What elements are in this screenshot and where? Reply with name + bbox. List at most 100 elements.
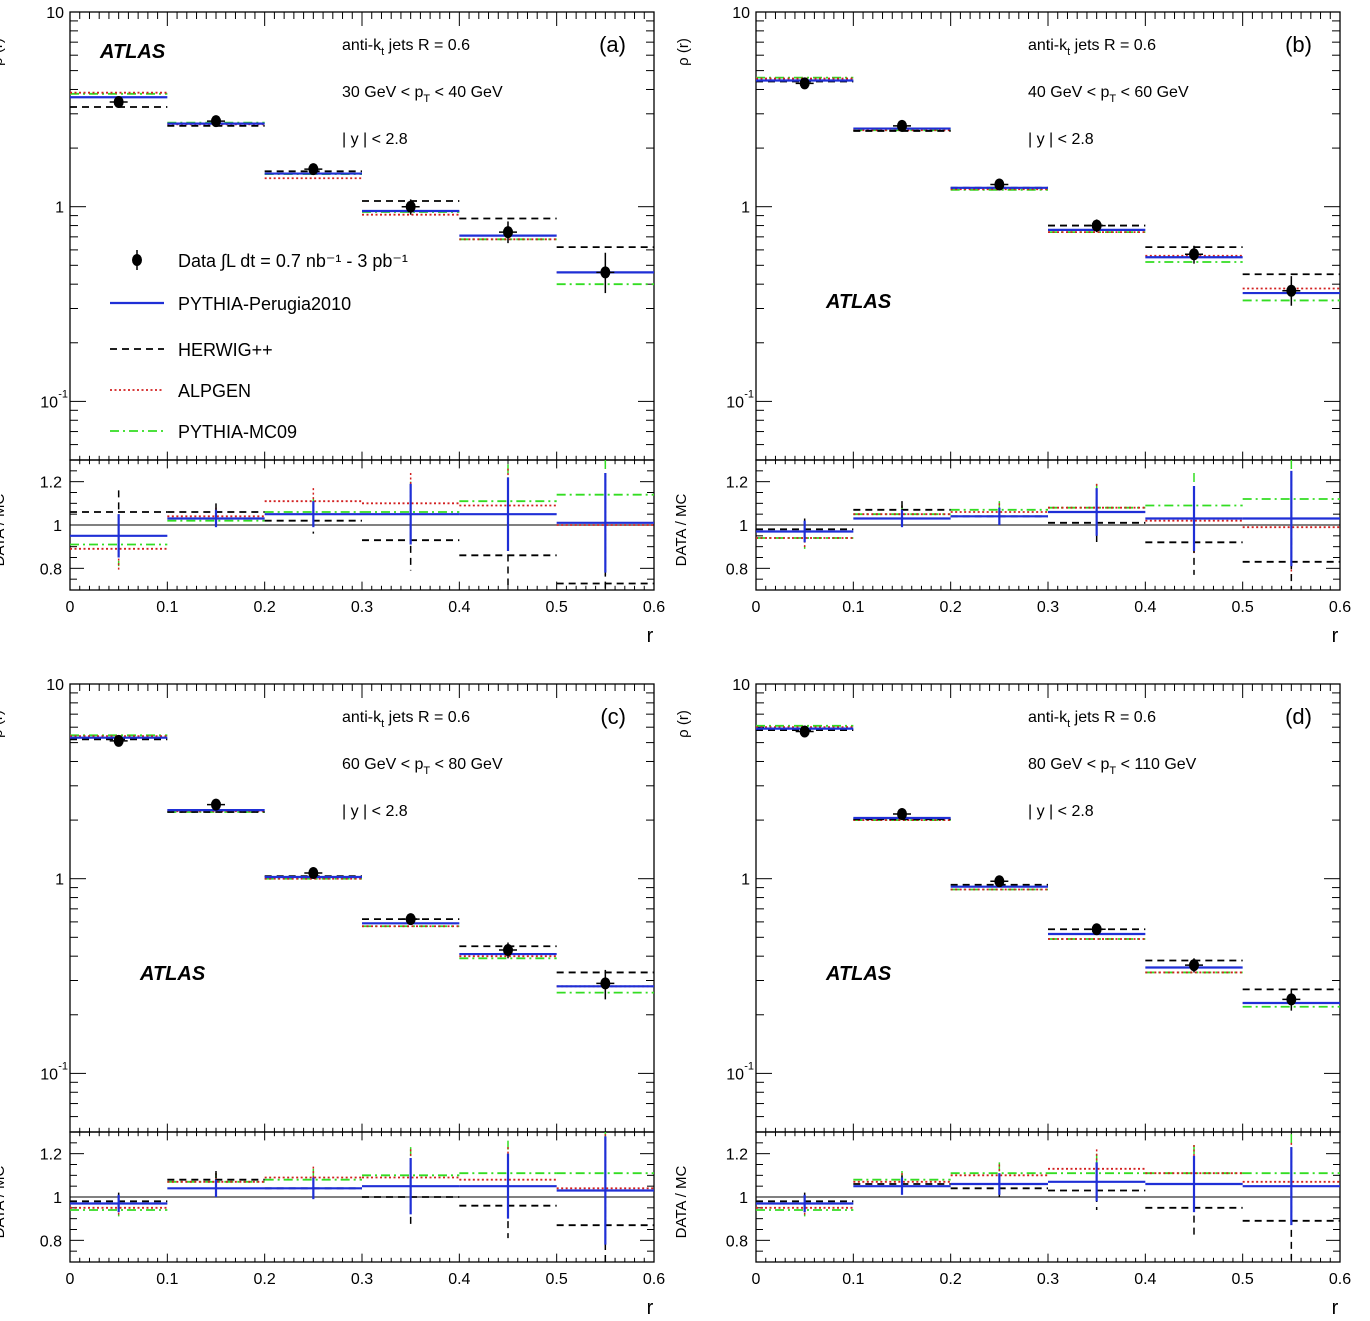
x-tick-label: 0.5 [546,1271,568,1288]
ratio-y-tick-label: 1 [739,1190,748,1207]
x-tick-label: 0.3 [351,599,373,616]
data-point [799,77,810,90]
x-tick-label: 0.6 [1329,599,1351,616]
x-tick-label: 0.1 [842,1271,864,1288]
panel-label: (c) [600,704,626,729]
y-tick-label: 10 [732,677,750,694]
x-tick-label: 0.2 [254,599,276,616]
x-tick-label: 0.5 [1232,1271,1254,1288]
y-tick-label-exp: -1 [58,1060,68,1072]
ratio-y-tick-label: 1.2 [40,475,62,492]
data-point [600,266,611,279]
legend-data-label: Data ∫L dt = 0.7 nb⁻¹ - 3 pb⁻¹ [178,251,408,271]
data-point [1286,284,1297,297]
y-axis-label: ρ (r) [0,38,6,66]
x-tick-label: 0.6 [643,1271,665,1288]
legend-label-mc09: PYTHIA-MC09 [178,422,297,442]
info-rapidity: | y | < 2.8 [342,131,408,148]
x-tick-label: 0.4 [448,1271,470,1288]
x-axis-label: r [1332,1297,1339,1319]
ratio-y-tick-label: 0.8 [40,561,62,578]
plot-frame [69,11,655,461]
x-tick-label: 0 [66,1271,75,1288]
data-point [799,725,810,738]
ratio-y-tick-label: 1.2 [726,1147,748,1164]
y-tick-label: 10 [40,394,58,411]
atlas-label: ATLAS [825,291,892,313]
plot-frame [755,683,1341,1133]
x-tick-label: 0.6 [643,599,665,616]
data-point [1189,959,1199,972]
y-tick-label: 10 [46,5,64,22]
atlas-label: ATLAS [825,963,892,985]
data-point [113,95,124,108]
y-axis-label: ρ (r) [675,710,692,738]
data-point [211,798,221,811]
data-point [897,807,907,820]
legend-label-alpgen: ALPGEN [178,381,251,401]
x-tick-label: 0.2 [940,1271,962,1288]
x-tick-label: 0.6 [1329,1271,1351,1288]
y-tick-label-exp: -1 [744,388,754,400]
info-pt-range: 40 GeV < pT < 60 GeV [1028,84,1189,105]
ratio-y-tick-label: 1 [53,1190,62,1207]
data-point [503,944,513,957]
x-tick-label: 0.5 [1232,599,1254,616]
x-axis-label: r [647,1297,654,1319]
y-tick-label-exp: -1 [58,388,68,400]
x-tick-label: 0 [66,599,75,616]
x-tick-label: 0.1 [156,1271,178,1288]
data-point [1091,923,1102,936]
data-point [405,913,416,926]
data-point [405,200,416,213]
info-rapidity: | y | < 2.8 [1028,803,1094,820]
ratio-y-tick-label: 0.8 [726,561,748,578]
data-point [113,734,124,747]
atlas-label: ATLAS [99,41,166,63]
x-tick-label: 0 [752,1271,761,1288]
y-tick-label: 1 [55,872,64,889]
x-tick-label: 0.3 [1037,599,1059,616]
data-point [600,977,611,990]
data-point [1189,248,1199,261]
atlas-label: ATLAS [139,963,206,985]
ratio-y-axis-label: DATA / MC [0,493,8,566]
legend: Data ∫L dt = 0.7 nb⁻¹ - 3 pb⁻¹ PYTHIA-Per… [110,250,408,442]
y-tick-label: 1 [741,200,750,217]
legend-label-perugia: PYTHIA-Perugia2010 [178,294,351,314]
info-jet-algorithm: anti-kt jets R = 0.6 [342,709,470,730]
x-tick-label: 0.3 [1037,1271,1059,1288]
data-point [897,119,907,132]
panel-label: (d) [1285,704,1312,729]
plot-frame [755,11,1341,461]
data-point [1286,993,1297,1006]
x-tick-label: 0.2 [940,599,962,616]
info-jet-algorithm: anti-kt jets R = 0.6 [1028,709,1156,730]
data-point [503,226,513,239]
info-rapidity: | y | < 2.8 [342,803,408,820]
x-axis-label: r [1332,625,1339,647]
y-axis-label: ρ (r) [675,38,692,66]
info-rapidity: | y | < 2.8 [1028,131,1094,148]
info-jet-algorithm: anti-kt jets R = 0.6 [342,37,470,58]
ratio-y-tick-label: 1.2 [40,1147,62,1164]
y-tick-label: 10 [732,5,750,22]
info-pt-range: 80 GeV < pT < 110 GeV [1028,756,1197,777]
ratio-y-axis-label: DATA / MC [0,1165,8,1238]
x-tick-label: 0.1 [842,599,864,616]
data-point [994,178,1005,191]
y-tick-label: 10 [726,394,744,411]
x-tick-label: 0 [752,599,761,616]
x-tick-label: 0.1 [156,599,178,616]
x-axis-label: r [647,625,654,647]
data-point [994,875,1005,888]
data-point [308,163,319,176]
x-tick-label: 0.3 [351,1271,373,1288]
info-jet-algorithm: anti-kt jets R = 0.6 [1028,37,1156,58]
data-point [1091,219,1102,232]
x-tick-label: 0.4 [1134,599,1156,616]
